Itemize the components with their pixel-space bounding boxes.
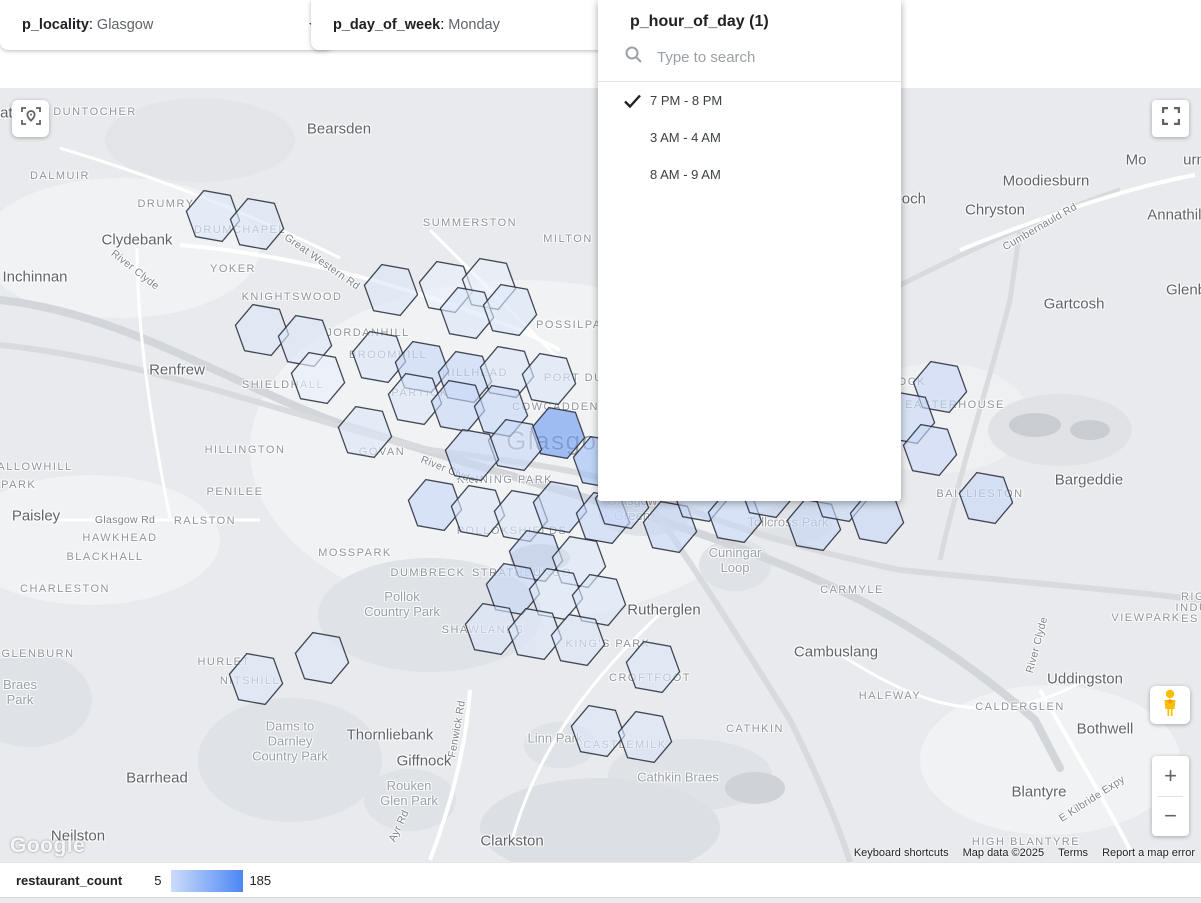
filter-locality[interactable]: p_locality: Glasgow (0, 0, 333, 50)
hex-bin[interactable] (521, 352, 577, 406)
filter-locality-value: Glasgow (96, 17, 154, 33)
hex-bin[interactable] (229, 197, 285, 251)
hex-bin[interactable] (550, 613, 606, 667)
dropdown-options: 7 PM - 8 PM 3 AM - 4 AM 8 AM - 9 AM (598, 82, 901, 193)
dropdown-title: p_hour_of_day (1) (630, 13, 769, 30)
hour-of-day-dropdown: p_hour_of_day (1) 7 PM - 8 PM 3 AM - 4 AM… (598, 0, 901, 501)
map-attribution: Keyboard shortcuts Map data ©2025 Terms … (854, 847, 1195, 859)
legend-gradient (171, 869, 244, 892)
pegman-icon (1161, 689, 1179, 722)
report-error-link[interactable]: Report a map error (1102, 847, 1195, 859)
google-logo[interactable]: Google (10, 834, 86, 857)
dropdown-option[interactable]: 8 AM - 9 AM (598, 156, 901, 193)
filter-locality-sep: : (88, 17, 93, 33)
legend-min-value: 5 (154, 873, 162, 888)
hex-bin[interactable] (570, 704, 626, 758)
pegman-button[interactable] (1150, 686, 1190, 724)
recenter-pin-icon (20, 105, 42, 132)
dropdown-divider (598, 81, 901, 82)
zoom-controls: + − (1152, 756, 1189, 836)
dropdown-search (598, 39, 901, 81)
hex-bin[interactable] (450, 484, 506, 538)
hex-bin[interactable] (290, 351, 346, 405)
hex-bin[interactable] (185, 189, 241, 243)
hex-bin[interactable] (387, 372, 443, 426)
hex-bin[interactable] (532, 480, 588, 534)
map-data-label: Map data ©2025 (962, 847, 1045, 859)
hex-bin[interactable] (351, 330, 407, 384)
filter-locality-label: p_locality (22, 17, 89, 33)
hex-bin[interactable] (958, 471, 1014, 525)
filter-day-label: p_day_of_week (333, 17, 441, 33)
zoom-in-button[interactable]: + (1164, 762, 1177, 788)
dropdown-option[interactable]: 3 AM - 4 AM (598, 119, 901, 156)
bottom-strip (0, 897, 1201, 903)
fullscreen-icon (1161, 106, 1180, 130)
recenter-button[interactable] (12, 100, 49, 137)
checkmark-icon (624, 94, 650, 108)
hex-bin[interactable] (444, 428, 500, 482)
dropdown-option-label: 3 AM - 4 AM (650, 130, 721, 145)
hex-bin[interactable] (617, 710, 673, 764)
hex-bin[interactable] (571, 573, 627, 627)
legend-bar: restaurant_count 5 185 (0, 862, 1201, 898)
legend-max-value: 185 (249, 873, 272, 888)
dropdown-option-label: 7 PM - 8 PM (650, 93, 723, 108)
hex-bin[interactable] (407, 478, 463, 532)
hex-bin[interactable] (439, 286, 495, 340)
terms-link[interactable]: Terms (1058, 847, 1089, 859)
hex-bin[interactable] (507, 607, 563, 661)
dropdown-option-label: 8 AM - 9 AM (650, 167, 721, 182)
fullscreen-button[interactable] (1152, 100, 1189, 137)
search-icon (624, 45, 643, 69)
hex-bin[interactable] (464, 602, 520, 656)
legend-field-name: restaurant_count (16, 873, 123, 888)
search-input[interactable] (655, 47, 859, 67)
filter-day-of-week[interactable]: p_day_of_week: Monday (311, 0, 637, 50)
hex-bin[interactable] (234, 303, 290, 357)
hex-bin[interactable] (902, 423, 958, 477)
keyboard-shortcuts-link[interactable]: Keyboard shortcuts (853, 847, 949, 859)
hex-bin[interactable] (625, 640, 681, 694)
hex-bin[interactable] (337, 405, 393, 459)
dropdown-option[interactable]: 7 PM - 8 PM (598, 82, 901, 119)
zoom-out-button[interactable]: − (1164, 803, 1177, 829)
filter-day-sep: : (440, 17, 445, 33)
hex-bin[interactable] (363, 263, 419, 317)
zoom-divider (1158, 795, 1183, 797)
filter-day-value: Monday (448, 17, 500, 33)
hex-bin[interactable] (294, 631, 350, 685)
hex-bin[interactable] (482, 283, 538, 337)
hex-bin[interactable] (228, 652, 284, 706)
